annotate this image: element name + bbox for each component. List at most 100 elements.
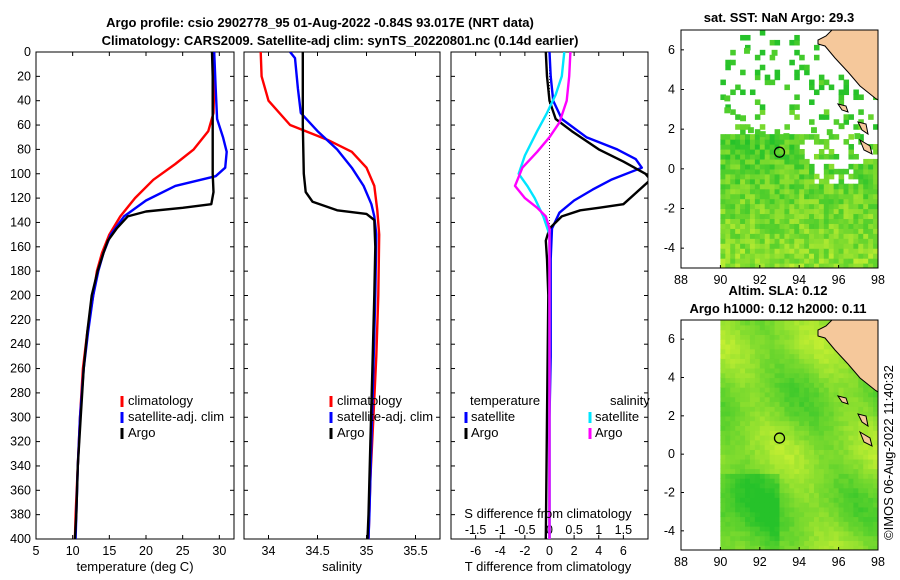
x2-tick-label: -1 (495, 523, 506, 537)
map-cell (838, 478, 845, 484)
map-cell (868, 218, 874, 224)
map-cell (863, 530, 869, 537)
map-cell (774, 458, 781, 465)
map-cell (720, 468, 726, 474)
map-cell (764, 343, 771, 350)
map-cell (754, 377, 761, 383)
map-cell (774, 401, 781, 407)
map-cell (809, 492, 815, 498)
map-cell (853, 502, 859, 508)
map-cell (740, 449, 746, 455)
map-cell (823, 243, 830, 249)
map-cell (809, 382, 815, 388)
map-cell (794, 425, 800, 431)
map-cell (813, 320, 820, 326)
map-cell (813, 415, 820, 422)
map-cell (735, 324, 741, 331)
map-cell (868, 163, 874, 170)
map-cell (823, 502, 830, 508)
map-cell (789, 334, 795, 340)
map-cell (745, 516, 751, 522)
map-cell (789, 363, 795, 369)
map-cell (848, 213, 854, 220)
map-cell (774, 263, 781, 268)
map-cell (809, 497, 815, 503)
map-cell (868, 468, 874, 474)
map-cell (784, 243, 790, 249)
map-cell (769, 139, 776, 145)
map-cell (809, 506, 815, 513)
map-cell (853, 463, 859, 470)
map-cell (813, 353, 820, 359)
island-shape (858, 430, 873, 447)
depth-tick-label: 340 (10, 459, 31, 473)
map-cell (759, 415, 766, 422)
map-cell (725, 411, 731, 417)
map-cell (809, 401, 815, 407)
map-cell (794, 163, 800, 170)
map-cell (754, 343, 761, 350)
map-cell (833, 263, 840, 268)
sumatra-coast-shape (817, 320, 878, 393)
map-cell (725, 64, 731, 71)
map-cell (813, 238, 820, 244)
map-cell (838, 223, 845, 229)
map-cell (799, 64, 805, 71)
map-cell (754, 99, 761, 105)
map-cell (809, 193, 815, 200)
map-cell (740, 69, 746, 76)
map-cell (774, 178, 781, 185)
map-cell (725, 233, 731, 239)
map-cell (745, 213, 751, 220)
map-cell (789, 530, 795, 537)
map-cell (784, 334, 790, 340)
map-cell (789, 377, 795, 383)
map-cell (725, 401, 731, 407)
map-cell (779, 473, 786, 479)
map-cell (720, 258, 726, 264)
map-cell (838, 473, 845, 479)
map-cell (873, 420, 878, 427)
map-cell (804, 387, 810, 393)
map-cell (804, 530, 810, 537)
map-cell (823, 449, 830, 455)
map-cell (873, 530, 878, 537)
map-cell (730, 49, 736, 56)
map-cell (784, 168, 790, 175)
map-cell (720, 320, 726, 326)
map-cell (764, 415, 771, 422)
map-cell (754, 168, 761, 175)
map-cell (848, 144, 854, 150)
map-cell (720, 415, 726, 422)
map-cell (868, 540, 874, 546)
map-cell (720, 492, 726, 498)
map-cell (843, 372, 850, 379)
map-cell (794, 449, 800, 455)
map-cell (848, 149, 854, 155)
map-cell (764, 463, 771, 470)
map-cell (794, 329, 800, 335)
map-cell (818, 415, 825, 422)
map-cell (774, 218, 781, 224)
map-cell (868, 502, 874, 508)
lon-tick-label: 94 (792, 555, 806, 569)
map-cell (769, 372, 776, 379)
map-cell (853, 425, 859, 431)
map-cell (759, 228, 766, 234)
map-cell (730, 406, 736, 412)
map-cell (794, 144, 800, 150)
map-cell (794, 203, 800, 210)
map-cell (838, 526, 845, 532)
map-cell (794, 114, 800, 120)
x-tick-label: 0 (546, 544, 553, 558)
map-cell (740, 420, 746, 427)
map-cell (735, 545, 741, 550)
map-cell (720, 435, 726, 441)
depth-tick-label: 180 (10, 264, 31, 278)
map-cell (745, 134, 751, 140)
map-cell (779, 377, 786, 383)
map-cell (804, 183, 810, 190)
map-cell (809, 430, 815, 436)
legend-t-argo: Argo (471, 425, 498, 440)
map-cell (769, 406, 776, 412)
